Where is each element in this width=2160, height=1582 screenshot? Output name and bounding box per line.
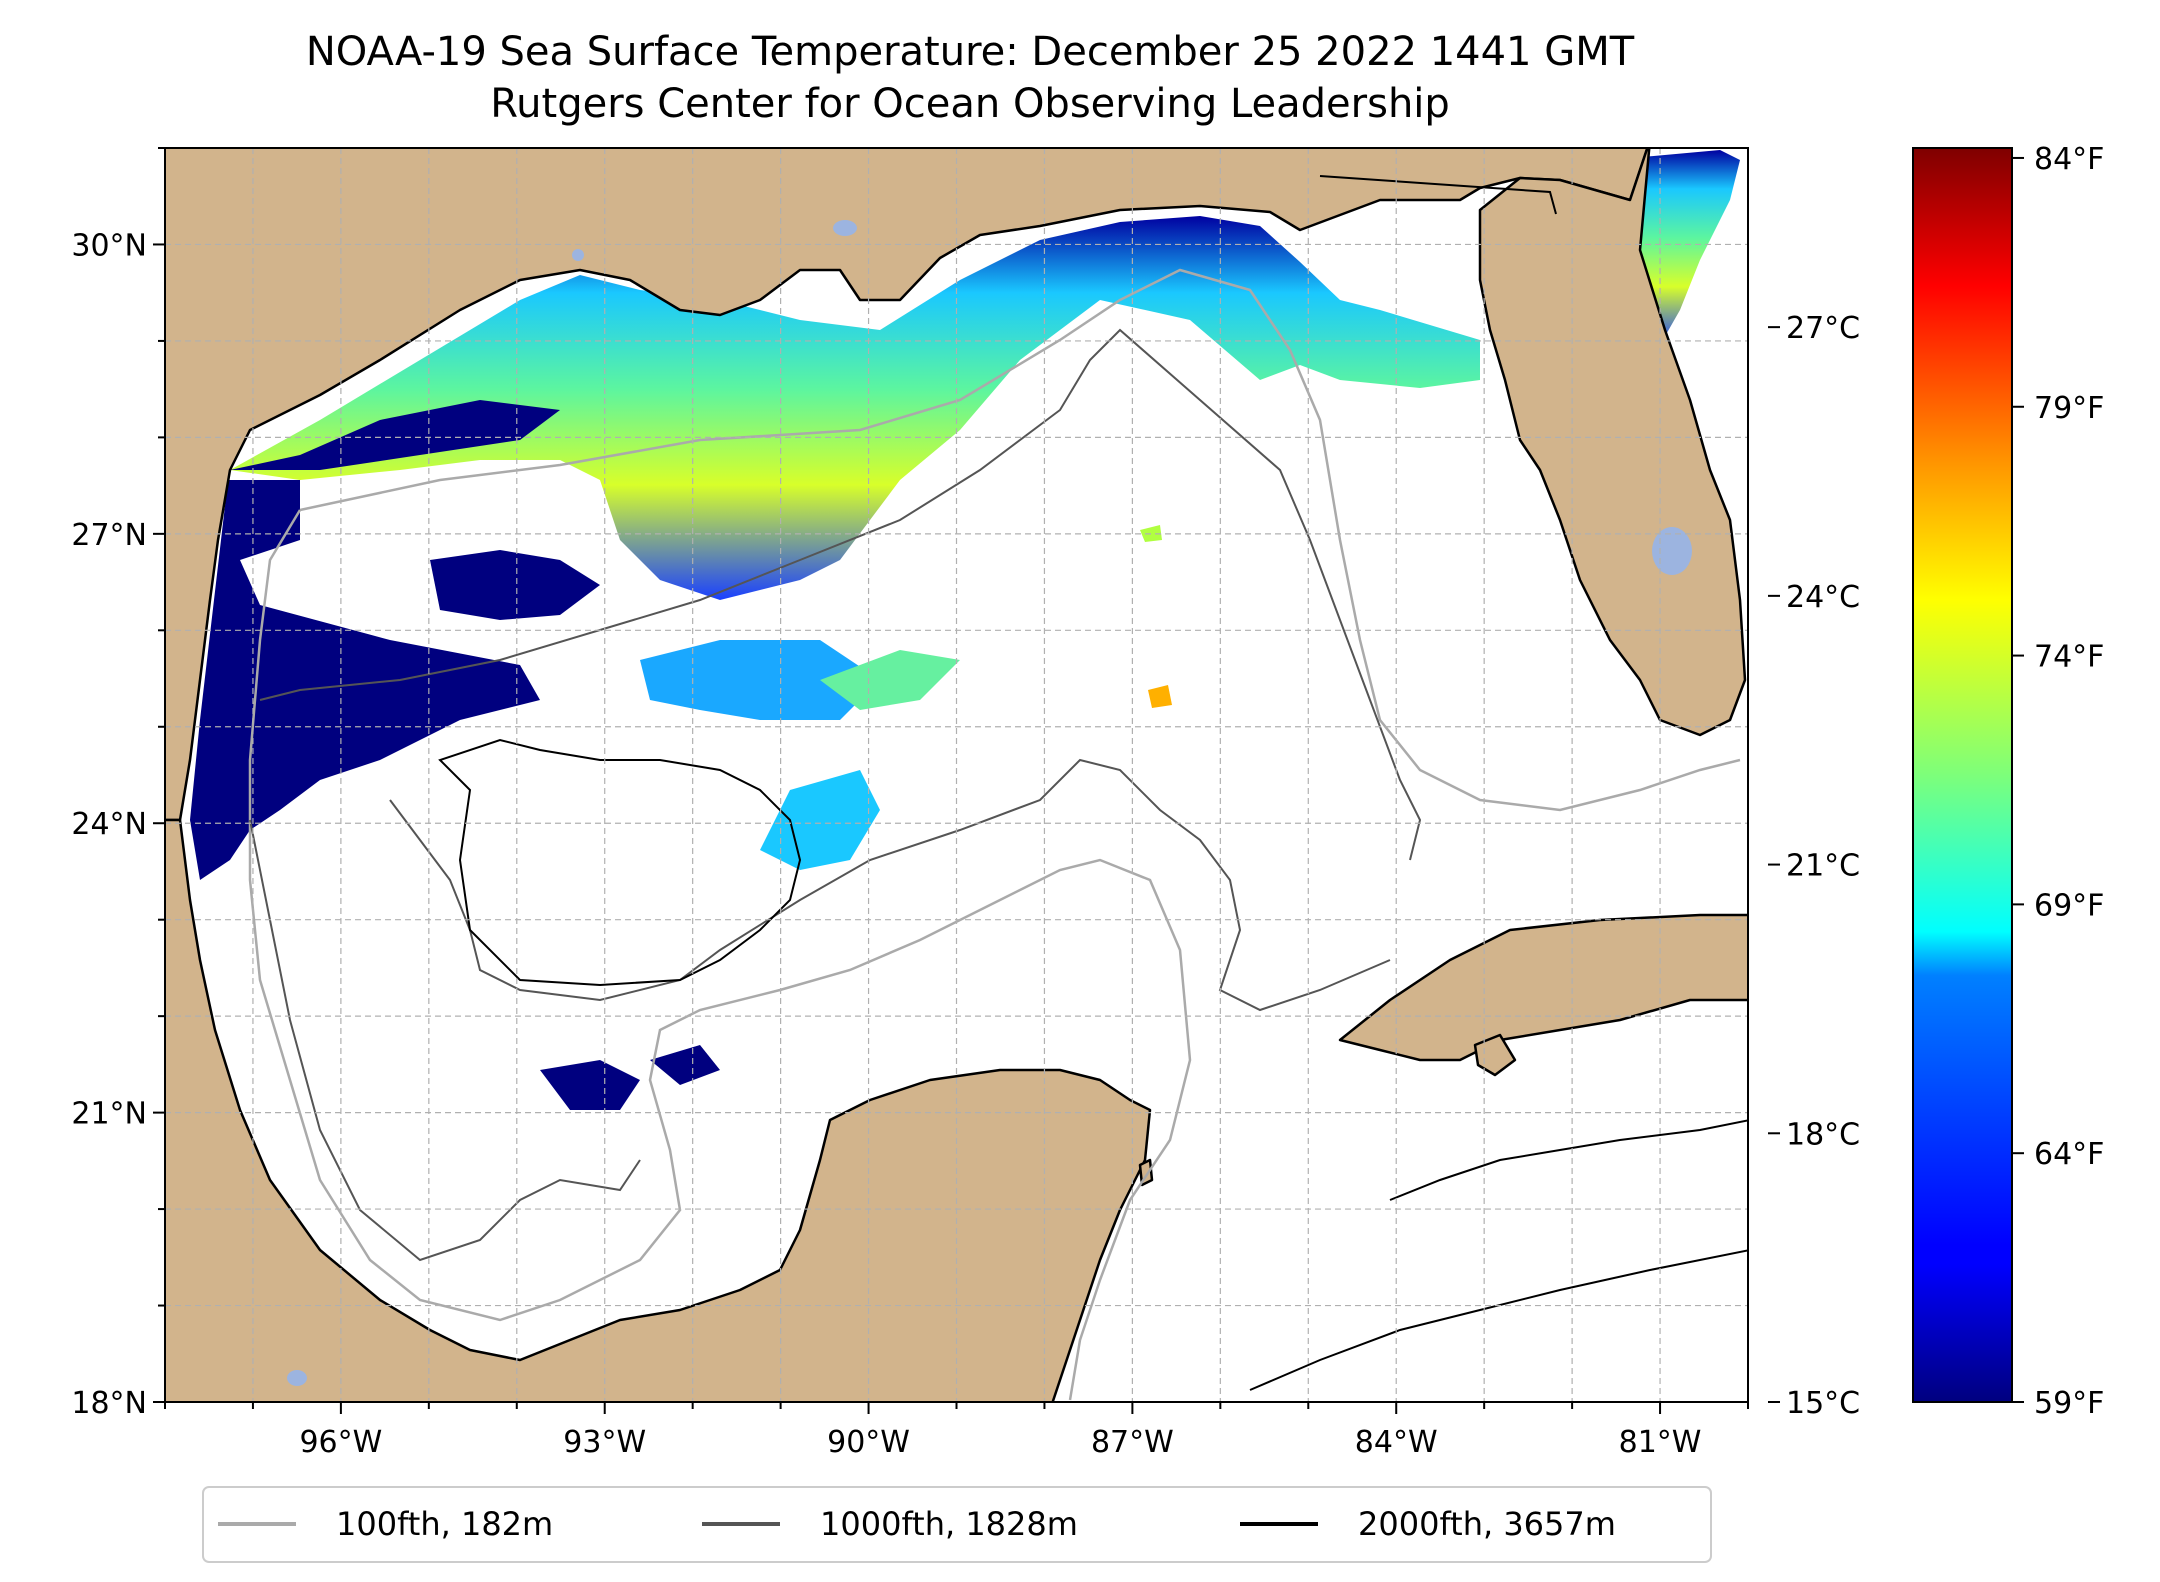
lat-tick-label: 21°N	[71, 1097, 147, 1132]
isla-de-la-juventud-land	[1473, 1033, 1517, 1077]
contour-2000fth-cayman	[1389, 1119, 1748, 1201]
sst-cold-patch-south	[540, 1060, 640, 1110]
lat-tick-label: 30°N	[71, 228, 147, 263]
lakes-layer	[287, 220, 1692, 1386]
legend-box	[202, 1486, 1712, 1563]
lon-tick-label: 93°W	[563, 1425, 646, 1460]
sst-patch-south-center	[760, 770, 880, 870]
us-gulf-coast-land	[165, 148, 1649, 822]
fahrenheit-tick-label: 84°F	[2034, 142, 2104, 177]
map-subtitle: Rutgers Center for Ocean Observing Leade…	[490, 81, 1450, 127]
contour-100fth	[299, 268, 1741, 812]
lake-small-texas	[572, 249, 584, 261]
sst-nw-cold-water	[230, 400, 560, 470]
sst-cold-patch-south-2	[650, 1045, 720, 1085]
map-area	[165, 148, 1748, 1402]
fahrenheit-tick-label: 59°F	[2034, 1386, 2104, 1421]
lat-tick-label: 18°N	[71, 1386, 147, 1421]
fahrenheit-tick-label: 79°F	[2034, 391, 2104, 426]
sst-patch-east-2	[820, 650, 960, 710]
colorbar	[1912, 147, 2013, 1403]
lon-tick-label: 81°W	[1619, 1425, 1702, 1460]
sst-west-cold-water	[190, 480, 540, 880]
fahrenheit-tick-label: 69°F	[2034, 888, 2104, 923]
celsius-tick-label: 21°C	[1786, 849, 1860, 884]
legend-label: 2000fth, 3657m	[1358, 1505, 1616, 1543]
contour-1000fth-north	[259, 328, 1422, 861]
mexico-land	[165, 818, 1152, 1402]
sst-northern-shelf	[230, 216, 1480, 600]
bathymetry-contours	[248, 268, 1748, 1401]
lake-pontchartrain	[833, 220, 857, 236]
land-layer	[165, 148, 1748, 1402]
lat-tick-label: 24°N	[71, 807, 147, 842]
contour-100fth-west	[248, 509, 1192, 1401]
fahrenheit-tick-label: 74°F	[2034, 640, 2104, 675]
lon-tick-label: 90°W	[827, 1425, 910, 1460]
sst-patch-east	[640, 640, 880, 720]
lon-tick-label: 84°W	[1355, 1425, 1438, 1460]
sst-data-layer	[190, 150, 1740, 1110]
lat-tick-label: 27°N	[71, 518, 147, 553]
colorbar-ticks: 15°C 18°C 21°C 24°C 27°C 59°F 64°F 69°F 74°F 79°F…	[1768, 142, 2104, 1421]
legend: 100fth, 182m 1000fth, 1828m 2000fth, 3657m	[202, 1486, 1712, 1563]
cuba-land	[1338, 913, 1748, 1062]
map-title: NOAA-19 Sea Surface Temperature: Decembe…	[305, 29, 1635, 75]
celsius-tick-label: 18°C	[1786, 1117, 1860, 1152]
sst-patch-warm-center	[1148, 685, 1172, 708]
contour-2000fth-cayman-2	[1249, 1249, 1748, 1391]
lake-small-mexico	[287, 1370, 307, 1386]
florida-peninsula-land	[1478, 148, 1747, 737]
celsius-tick-label: 24°C	[1786, 580, 1860, 615]
celsius-tick-label: 27°C	[1786, 311, 1860, 346]
sst-cold-patch-central	[430, 550, 600, 620]
celsius-tick-label: 15°C	[1786, 1386, 1860, 1421]
legend-label: 1000fth, 1828m	[820, 1505, 1078, 1543]
map-ticks: 96°W 93°W 90°W 87°W 84°W 81°W 18°N 21°N 24°N 27°N…	[71, 147, 1749, 1460]
lake-okeechobee	[1652, 527, 1692, 575]
contour-1000fth	[389, 758, 1391, 1012]
contour-2000fth	[438, 738, 802, 987]
contour-1000fth-yucatan	[249, 819, 641, 1262]
lon-tick-label: 96°W	[299, 1425, 382, 1460]
lon-tick-label: 87°W	[1091, 1425, 1174, 1460]
legend-label: 100fth, 182m	[336, 1505, 553, 1543]
fahrenheit-tick-label: 64°F	[2034, 1137, 2104, 1172]
